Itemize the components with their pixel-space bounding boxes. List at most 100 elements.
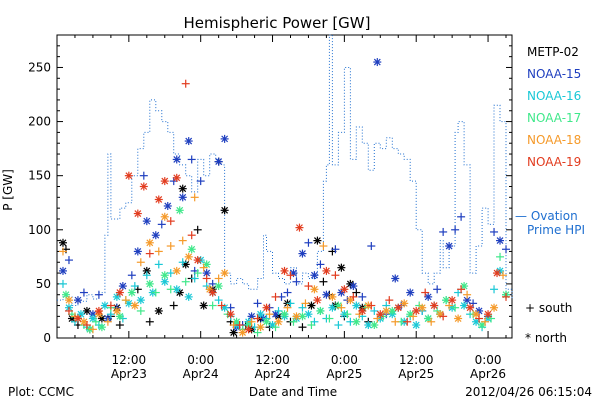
south-point-noaa-15	[439, 227, 448, 236]
legend-ovation-line2: Prime HPI	[527, 223, 585, 237]
north-point-noaa-17	[370, 321, 379, 330]
north-point-metp-02	[58, 238, 67, 247]
north-point-noaa-17	[298, 312, 307, 321]
y-tick-label: 50	[36, 277, 51, 291]
timestamp: 2012/04/26 06:15:04	[465, 385, 592, 399]
north-point-noaa-15	[424, 292, 433, 301]
south-point-noaa-19	[181, 79, 190, 88]
north-point-noaa-18	[454, 314, 463, 323]
south-point-noaa-19	[403, 317, 412, 326]
x-tick-time-label: 0:00	[475, 353, 502, 367]
north-point-noaa-15	[133, 247, 142, 256]
legend: METP-02 NOAA-15 NOAA-16 NOAA-17 NOAA-18 NOAA-…	[515, 45, 585, 345]
north-point-noaa-18	[172, 266, 181, 275]
south-point-noaa-15	[127, 271, 136, 280]
south-point-noaa-19	[475, 314, 484, 323]
north-point-noaa-15	[391, 274, 400, 283]
north-point-noaa-15	[298, 249, 307, 258]
south-point-noaa-15	[64, 256, 73, 265]
x-tick-date-label: Apr25	[326, 367, 362, 381]
x-tick-time-label: 0:00	[331, 353, 358, 367]
south-point-noaa-18	[121, 296, 130, 305]
south-point-noaa-19	[145, 249, 154, 258]
south-point-metp-02	[298, 323, 307, 332]
north-point-noaa-15	[151, 231, 160, 240]
south-point-noaa-15	[367, 242, 376, 251]
north-point-noaa-19	[124, 171, 133, 180]
south-point-noaa-17	[343, 310, 352, 319]
south-point-noaa-19	[439, 312, 448, 321]
south-point-noaa-17	[208, 301, 217, 310]
south-point-noaa-16	[178, 258, 187, 267]
north-point-noaa-19	[226, 310, 235, 319]
north-point-noaa-19	[448, 296, 457, 305]
north-point-noaa-15	[118, 282, 127, 291]
north-point-metp-02	[97, 314, 106, 323]
north-point-noaa-15	[202, 269, 211, 278]
legend-entry: METP-02	[527, 45, 579, 59]
north-point-noaa-19	[193, 256, 202, 265]
north-point-noaa-17	[175, 206, 184, 215]
south-point-noaa-18	[391, 317, 400, 326]
y-tick-label: 250	[28, 60, 51, 74]
north-point-metp-02	[337, 263, 346, 272]
x-tick-date-label: Apr26	[470, 367, 506, 381]
north-point-noaa-18	[64, 296, 73, 305]
south-point-noaa-19	[253, 314, 262, 323]
south-point-noaa-18	[247, 317, 256, 326]
south-point-noaa-19	[82, 321, 91, 330]
south-point-noaa-18	[199, 263, 208, 272]
north-point-noaa-15	[73, 296, 82, 305]
south-point-noaa-18	[190, 193, 199, 202]
south-point-noaa-17	[193, 269, 202, 278]
north-point-noaa-19	[322, 266, 331, 275]
ovation-hpi-series	[57, 34, 513, 306]
legend-entry: NOAA-16	[527, 89, 581, 103]
north-point-noaa-18	[418, 303, 427, 312]
north-point-noaa-17	[214, 282, 223, 291]
south-point-noaa-15	[157, 220, 166, 229]
y-tick-label: 100	[28, 223, 51, 237]
data-points	[58, 58, 511, 337]
south-point-noaa-15	[502, 245, 511, 254]
south-point-metp-02	[193, 225, 202, 234]
north-point-noaa-18	[184, 252, 193, 261]
south-point-noaa-16	[166, 269, 175, 278]
legend-ovation-line1: — Ovation	[515, 209, 578, 223]
north-point-noaa-19	[430, 301, 439, 310]
north-point-metp-02	[154, 306, 163, 315]
south-point-noaa-19	[187, 231, 196, 240]
south-point-noaa-15	[451, 225, 460, 234]
south-point-noaa-19	[64, 306, 73, 315]
south-point-noaa-16	[370, 306, 379, 315]
north-point-noaa-19	[94, 306, 103, 315]
south-point-noaa-18	[337, 303, 346, 312]
south-point-noaa-15	[253, 299, 262, 308]
south-point-noaa-17	[181, 277, 190, 286]
south-point-noaa-18	[214, 274, 223, 283]
south-point-noaa-16	[58, 279, 67, 288]
x-tick-date-label: Apr24	[255, 367, 291, 381]
south-point-noaa-15	[292, 277, 301, 286]
south-point-noaa-16	[490, 285, 499, 294]
south-point-noaa-19	[502, 292, 511, 301]
south-point-noaa-18	[265, 310, 274, 319]
north-point-noaa-16	[136, 296, 145, 305]
north-point-noaa-17	[262, 317, 271, 326]
south-point-noaa-15	[469, 299, 478, 308]
north-point-noaa-19	[412, 306, 421, 315]
south-point-noaa-17	[496, 252, 505, 261]
north-point-noaa-19	[244, 325, 253, 334]
north-point-noaa-16	[112, 292, 121, 301]
x-tick-date-label: Apr25	[398, 367, 434, 381]
north-point-noaa-15	[58, 266, 67, 275]
north-point-noaa-19	[493, 269, 502, 278]
south-point-noaa-18	[463, 290, 472, 299]
north-point-noaa-15	[184, 137, 193, 146]
north-point-noaa-18	[112, 306, 121, 315]
north-point-noaa-15	[310, 271, 319, 280]
north-point-noaa-17	[352, 317, 361, 326]
legend-entry: NOAA-15	[527, 67, 581, 81]
north-point-noaa-17	[160, 271, 169, 280]
